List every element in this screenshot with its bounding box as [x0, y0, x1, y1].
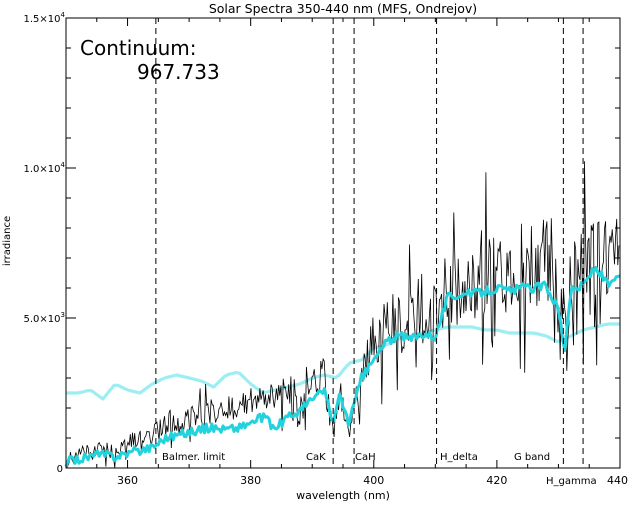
- x-axis-label: wavelength (nm): [296, 489, 390, 502]
- continuum-value: 967.733: [137, 60, 220, 84]
- marker-label: CaH: [355, 452, 376, 463]
- x-tick-label: 420: [486, 474, 507, 487]
- y-tick-label: 0: [57, 464, 63, 475]
- y-axis-label: irradiance: [2, 216, 13, 266]
- chart-title: Solar Spectra 350-440 nm (MFS, Ondrejov): [209, 1, 477, 16]
- y-tick-label: 5.0×103: [24, 311, 65, 325]
- x-tick-label: 400: [363, 474, 384, 487]
- marker-label: H_delta: [440, 452, 478, 463]
- y-tick-label: 1.0×104: [24, 161, 66, 175]
- x-tick-label: 440: [607, 474, 628, 487]
- continuum-label: Continuum:: [80, 36, 197, 60]
- x-tick-label: 380: [240, 474, 261, 487]
- marker-label: G band: [514, 452, 550, 463]
- marker-label: H_gamma: [546, 476, 597, 487]
- smoothed-series-line: [64, 265, 621, 467]
- marker-label: CaK: [306, 452, 326, 463]
- plot-area: Balmer. limit CaK CaH H_delta G band H_gamma 3…: [24, 11, 628, 487]
- spectrum-series-line: [65, 161, 620, 469]
- x-tick-label: 360: [117, 474, 138, 487]
- continuum-series-line: [66, 322, 620, 401]
- marker-label: Balmer. limit: [162, 452, 225, 463]
- y-tick-label: 1.5×104: [24, 11, 66, 25]
